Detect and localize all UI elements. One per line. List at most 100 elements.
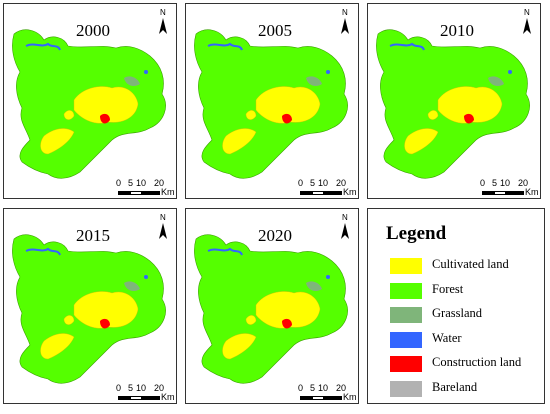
north-label: N xyxy=(160,8,166,17)
north-label: N xyxy=(342,8,348,17)
scale-tick: 20 xyxy=(336,178,347,188)
scale-bar: 0 5 10 20 Km xyxy=(116,178,176,200)
north-arrow-icon: N xyxy=(338,8,352,36)
scale-segment xyxy=(312,396,324,400)
north-label: N xyxy=(342,213,348,222)
water-body xyxy=(25,247,61,256)
scale-tick: 5 xyxy=(128,383,134,393)
grassland-area xyxy=(124,281,140,291)
water-body xyxy=(389,42,425,51)
map-panel-2010: 2010 N 0 5 10 20 Km xyxy=(367,3,541,199)
land-use-map xyxy=(12,234,166,384)
scale-segment xyxy=(300,191,312,195)
scale-tick: 5 xyxy=(310,383,316,393)
grassland-area xyxy=(306,281,322,291)
cultivated-area xyxy=(222,291,321,360)
legend-title: Legend xyxy=(386,223,447,244)
legend-label: Bareland xyxy=(432,379,478,394)
scale-segment xyxy=(130,191,142,195)
cultivated-area xyxy=(404,86,503,155)
cultivated-area xyxy=(40,291,139,360)
construction-area xyxy=(464,113,474,124)
land-use-map xyxy=(12,29,166,179)
scale-tick: 10 xyxy=(136,383,147,393)
scale-tick: 0 xyxy=(116,178,122,188)
scale-tick: 20 xyxy=(154,178,165,188)
scale-tick: 10 xyxy=(318,383,329,393)
scale-bar: 0 5 10 20 Km xyxy=(298,383,358,405)
year-label: 2000 xyxy=(76,21,110,40)
scale-tick: 20 xyxy=(336,383,347,393)
scale-segment xyxy=(506,191,524,195)
map-panel-2015: 2015 N 0 5 10 20 Km xyxy=(3,208,177,404)
scale-tick: 0 xyxy=(298,383,304,393)
cultivated-area xyxy=(40,86,139,155)
scale-unit: Km xyxy=(343,187,357,197)
scale-segment xyxy=(142,396,160,400)
scale-tick: 20 xyxy=(518,178,529,188)
water-body xyxy=(508,70,512,74)
scale-segment xyxy=(300,396,312,400)
year-label: 2015 xyxy=(76,226,110,245)
scale-segment xyxy=(324,191,342,195)
scale-tick: 10 xyxy=(500,178,511,188)
map-panel-2020: 2020 N 0 5 10 20 Km xyxy=(185,208,359,404)
map-panel-2000: 2000 N 0 5 10 20 Km xyxy=(3,3,177,199)
scale-tick: 5 xyxy=(310,178,316,188)
legend-label: Water xyxy=(432,330,462,345)
construction-area xyxy=(282,318,292,329)
map-legend: Legend Cultivated land Forest Grassland … xyxy=(367,208,545,404)
scale-tick: 0 xyxy=(116,383,122,393)
land-use-map xyxy=(194,29,348,179)
legend-swatch xyxy=(390,282,422,299)
construction-area xyxy=(100,318,110,329)
water-body xyxy=(207,42,243,51)
scale-unit: Km xyxy=(525,187,539,197)
legend-label: Construction land xyxy=(432,355,522,369)
scale-bar: 0 5 10 20 Km xyxy=(480,178,540,200)
legend-label: Grassland xyxy=(432,306,482,320)
scale-tick: 10 xyxy=(136,178,147,188)
land-use-map xyxy=(194,234,348,384)
grassland-area xyxy=(124,76,140,86)
scale-segment xyxy=(118,396,130,400)
north-arrow-icon: N xyxy=(338,213,352,241)
map-panel-2005: 2005 N 0 5 10 20 Km xyxy=(185,3,359,199)
scale-segment xyxy=(312,191,324,195)
year-label: 2010 xyxy=(440,21,474,40)
water-body xyxy=(326,275,330,279)
legend-swatch xyxy=(390,331,422,348)
scale-unit: Km xyxy=(343,392,357,402)
scale-segment xyxy=(324,396,342,400)
legend-label: Forest xyxy=(432,281,464,296)
scale-tick: 0 xyxy=(298,178,304,188)
water-body xyxy=(25,42,61,51)
scale-unit: Km xyxy=(161,392,175,402)
water-body xyxy=(144,275,148,279)
scale-segment xyxy=(482,191,494,195)
construction-area xyxy=(100,113,110,124)
land-use-map xyxy=(376,29,530,179)
water-body xyxy=(207,247,243,256)
north-arrow-icon: N xyxy=(520,8,534,36)
grassland-area xyxy=(488,76,504,86)
north-label: N xyxy=(160,213,166,222)
scale-segment xyxy=(118,191,130,195)
legend-swatch xyxy=(390,356,422,372)
scale-tick: 10 xyxy=(318,178,329,188)
north-label: N xyxy=(524,8,530,17)
legend-label: Cultivated land xyxy=(432,257,509,271)
water-body xyxy=(144,70,148,74)
legend-swatch xyxy=(390,380,422,397)
north-arrow-icon: N xyxy=(156,8,170,36)
scale-bar: 0 5 10 20 Km xyxy=(116,383,176,405)
water-body xyxy=(326,70,330,74)
scale-segment xyxy=(130,396,142,400)
scale-tick: 5 xyxy=(492,178,498,188)
grassland-area xyxy=(306,76,322,86)
scale-segment xyxy=(494,191,506,195)
scale-segment xyxy=(142,191,160,195)
north-arrow-icon: N xyxy=(156,213,170,241)
scale-tick: 20 xyxy=(154,383,165,393)
legend-swatch xyxy=(390,258,422,274)
